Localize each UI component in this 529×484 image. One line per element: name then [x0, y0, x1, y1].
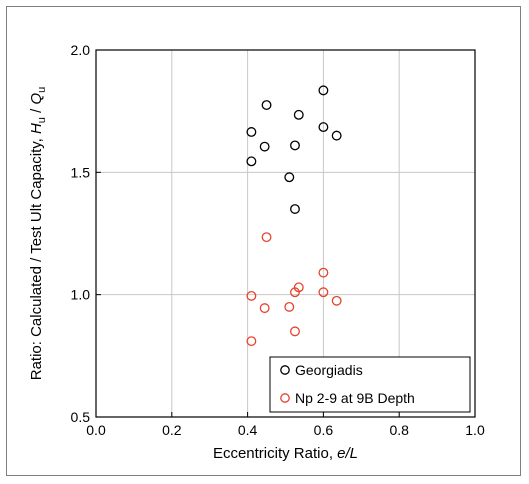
legend: Georgiadis Np 2-9 at 9B Depth [269, 356, 471, 413]
point-georgiadis [259, 141, 270, 152]
y-tick-label: 0.5 [71, 409, 91, 425]
point-georgiadis [331, 130, 342, 141]
point-np-2-9 [284, 301, 295, 312]
point-np-2-9 [261, 232, 272, 243]
plot-area [96, 50, 475, 417]
x-tick-label: 0.4 [238, 422, 258, 438]
point-georgiadis [290, 204, 300, 214]
point-np-2-9 [293, 282, 304, 293]
x-tick-label: 0.6 [314, 422, 334, 438]
data-points [246, 85, 342, 347]
point-georgiadis [284, 172, 295, 183]
grid-lines [96, 50, 475, 417]
legend-marker-np-2-9 [280, 393, 290, 403]
point-np-2-9 [318, 287, 329, 298]
legend-box [269, 356, 471, 413]
point-np-2-9 [259, 303, 270, 314]
point-np-2-9 [290, 326, 300, 337]
x-tick-label: 0.0 [86, 422, 106, 438]
point-georgiadis [318, 85, 329, 96]
x-tick-label: 1.0 [465, 422, 485, 438]
point-georgiadis [246, 127, 257, 137]
x-axis-label: Eccentricity Ratio, e/L [213, 445, 358, 462]
point-georgiadis [293, 109, 304, 120]
y-tick-label: 2.0 [71, 42, 91, 58]
chart-frame [6, 6, 521, 476]
legend-marker-georgiadis [280, 365, 290, 375]
point-georgiadis [290, 140, 300, 151]
legend-label-np-2-9: Np 2-9 at 9B Depth [295, 390, 415, 406]
legend-label-georgiadis: Georgiadis [295, 362, 363, 378]
point-np-2-9 [331, 295, 342, 306]
point-georgiadis [246, 156, 257, 167]
y-axis-label: Ratio: Calculated / Test Ult Capacity, H… [28, 87, 48, 381]
point-np-2-9 [318, 267, 329, 278]
axis-ticks: 0.0 0.2 0.4 0.6 0.8 1.0 0.5 1.0 1.5 2.0 [71, 42, 485, 438]
point-georgiadis [261, 100, 272, 111]
x-tick-label: 0.2 [162, 422, 182, 438]
plot-border [95, 49, 476, 418]
y-tick-label: 1.0 [71, 287, 91, 303]
point-np-2-9 [246, 336, 257, 347]
y-tick-label: 1.5 [71, 164, 91, 180]
x-tick-label: 0.8 [389, 422, 409, 438]
point-np-2-9 [246, 290, 257, 301]
point-georgiadis [318, 122, 329, 133]
